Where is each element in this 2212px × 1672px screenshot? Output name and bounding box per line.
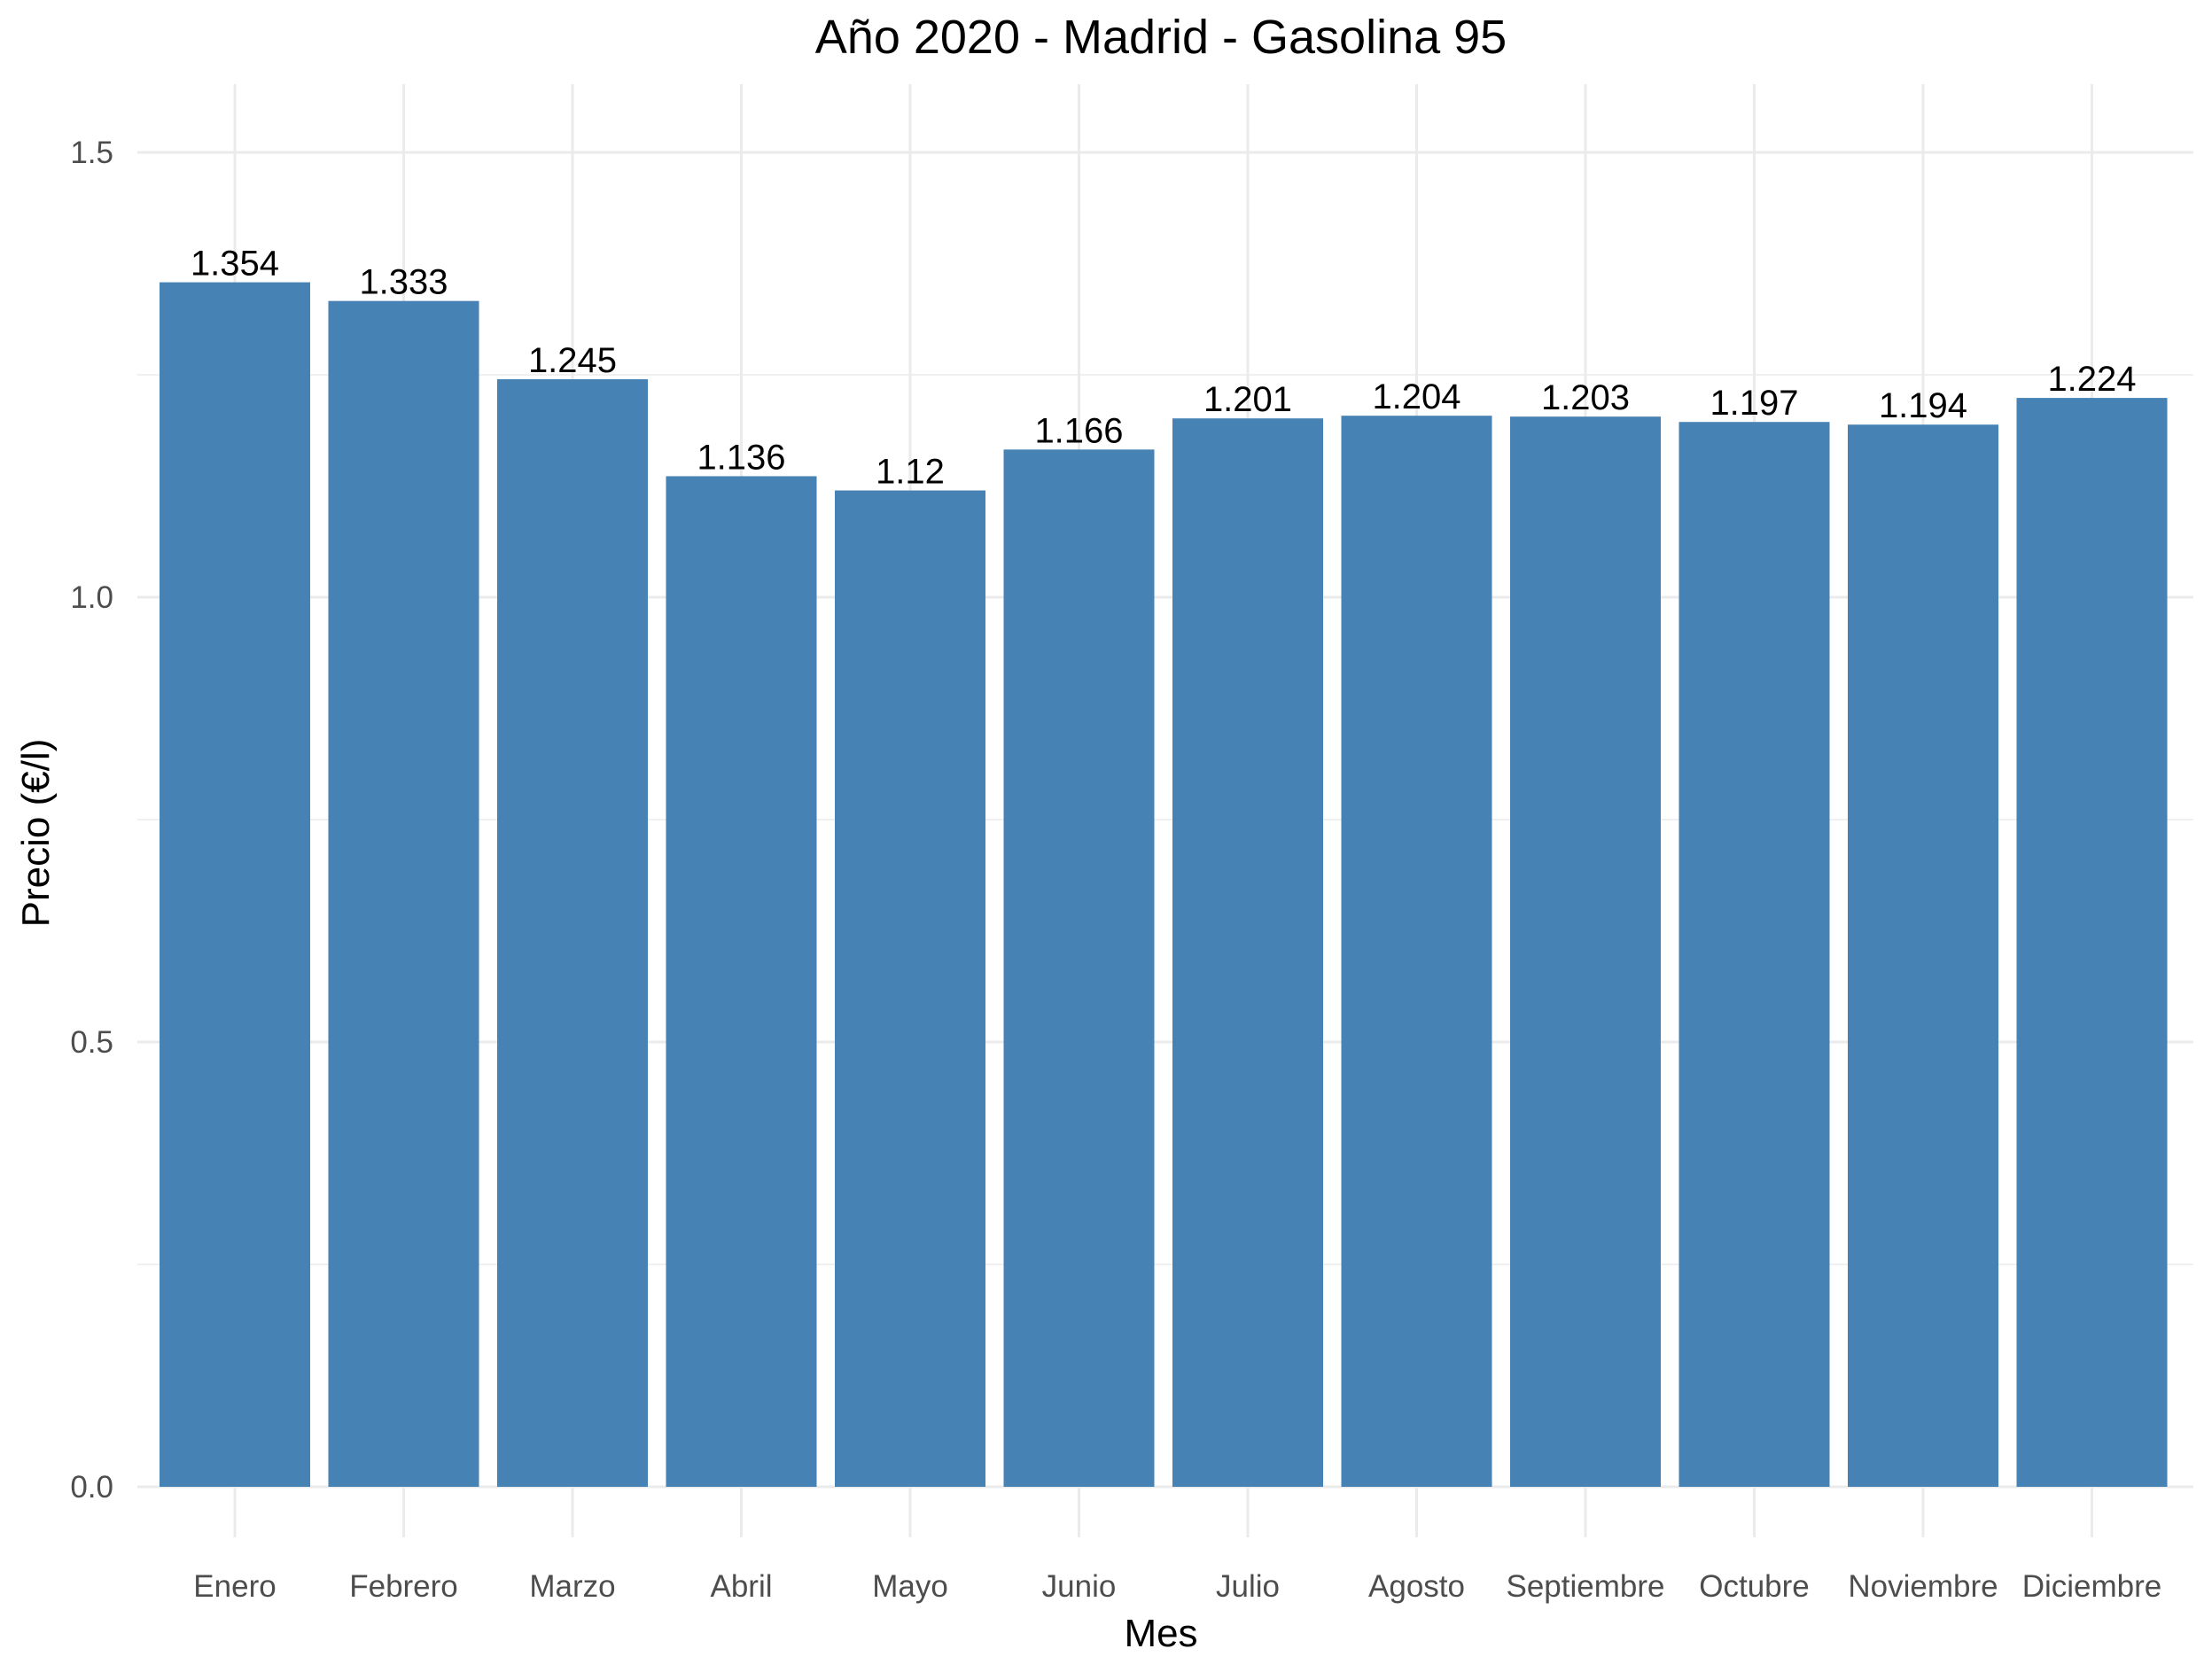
bar-value-label: 1.333 (359, 263, 448, 302)
bars (160, 282, 2168, 1488)
value-labels: 1.354 1.333 1.245 1.136 1.12 1.166 1.201 1.204 1… (191, 245, 2137, 492)
bar-value-label: 1.224 (2047, 360, 2136, 399)
bar-value-label: 1.245 (528, 341, 617, 380)
bar-value-label: 1.166 (1034, 411, 1123, 450)
bar-value-label: 1.12 (876, 453, 945, 492)
bar (160, 282, 310, 1488)
bar-value-label: 1.354 (191, 245, 279, 284)
bar (835, 490, 985, 1487)
x-tick-label: Octubre (1699, 1569, 1810, 1604)
x-tick-label: Diciembre (2022, 1569, 2162, 1604)
bar-value-label: 1.197 (1710, 384, 1798, 423)
bar (1510, 416, 1661, 1487)
bar-value-label: 1.201 (1203, 380, 1292, 419)
bar-value-label: 1.136 (697, 438, 785, 477)
chart-title: Año 2020 - Madrid - Gasolina 95 (815, 11, 1507, 64)
y-axis-title: Precio (€/l) (14, 739, 58, 928)
x-tick-label: Febrero (349, 1569, 458, 1604)
y-tick-label: 1.0 (70, 580, 113, 615)
x-tick-label: Mayo (872, 1569, 948, 1604)
bar (1341, 416, 1492, 1488)
x-tick-label: Junio (1042, 1569, 1117, 1604)
bar-value-label: 1.194 (1879, 386, 1967, 425)
x-axis-title: Mes (1124, 1612, 1197, 1655)
bar (1848, 424, 1998, 1487)
y-tick-label: 1.5 (70, 136, 113, 170)
bar (666, 476, 817, 1487)
x-tick-label: Julio (1216, 1569, 1280, 1604)
bar-value-label: 1.204 (1372, 377, 1460, 416)
bar (2016, 398, 2168, 1487)
bar (328, 300, 479, 1488)
y-tick-label: 0.0 (70, 1470, 113, 1505)
x-tick-label: Septiembre (1507, 1569, 1665, 1604)
x-tick-label: Noviembre (1848, 1569, 1998, 1604)
x-tick-label: Marzo (529, 1569, 615, 1604)
x-axis-tick-labels: Enero Febrero Marzo Abril Mayo Junio Julio Agos… (193, 1569, 2161, 1604)
y-tick-label: 0.5 (70, 1025, 113, 1060)
bar (1678, 422, 1830, 1487)
x-tick-label: Enero (193, 1569, 276, 1604)
x-tick-label: Agosto (1368, 1569, 1465, 1604)
x-tick-label: Abril (710, 1569, 772, 1604)
bar (1003, 449, 1155, 1488)
bar-value-label: 1.203 (1541, 378, 1630, 417)
bar (1172, 418, 1323, 1487)
y-axis-tick-labels: 0.0 0.5 1.0 1.5 (70, 136, 113, 1505)
bar (497, 379, 648, 1487)
